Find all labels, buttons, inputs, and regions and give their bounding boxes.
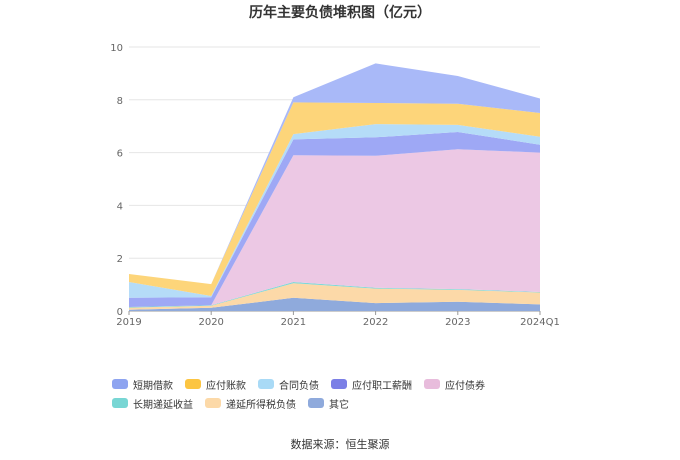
legend-label: 应付债券: [445, 380, 485, 392]
area-series-其它: [129, 297, 540, 311]
legend-swatch: [308, 398, 324, 408]
legend-item[interactable]: 应付债券: [424, 377, 485, 392]
legend-label: 应付职工薪酬: [352, 380, 412, 392]
legend-item[interactable]: 递延所得税负债: [205, 396, 296, 411]
legend-item[interactable]: 应付账款: [185, 377, 246, 392]
legend-item[interactable]: 合同负债: [258, 377, 319, 392]
legend-swatch: [112, 379, 128, 389]
y-tick-label: 10: [110, 43, 123, 54]
area-series-递延所得税负债: [129, 283, 540, 310]
x-tick-label: 2020: [198, 317, 223, 328]
x-tick-label: 2019: [116, 317, 141, 328]
x-tick-label: 2021: [281, 317, 306, 328]
area-series-应付职工薪酬: [129, 132, 540, 307]
legend-swatch: [205, 398, 221, 408]
y-tick-label: 2: [117, 254, 123, 265]
chart-title: 历年主要负债堆积图（亿元）: [249, 4, 431, 21]
legend-item[interactable]: 短期借款: [112, 377, 173, 392]
legend-label: 合同负债: [279, 380, 319, 392]
legend-item[interactable]: 长期递延收益: [112, 396, 193, 411]
legend-label: 递延所得税负债: [226, 399, 296, 411]
legend-label: 长期递延收益: [133, 399, 193, 411]
x-tick-label: 2022: [363, 317, 388, 328]
source-note: 数据来源：恒生聚源: [290, 438, 390, 451]
y-tick-label: 0: [117, 307, 123, 318]
x-tick-label: 2023: [445, 317, 470, 328]
y-tick-label: 8: [117, 96, 123, 107]
x-tick-label: 2024Q1: [520, 317, 560, 328]
legend-swatch: [185, 379, 201, 389]
legend-swatch: [112, 398, 128, 408]
y-tick-label: 6: [117, 149, 123, 160]
legend-label: 应付账款: [206, 380, 246, 392]
y-tick-label: 4: [117, 201, 123, 212]
area-series-应付债券: [129, 149, 540, 307]
legend-swatch: [331, 379, 347, 389]
area-series-应付账款: [129, 102, 540, 297]
legend-label: 短期借款: [133, 380, 173, 392]
legend-item[interactable]: 应付职工薪酬: [331, 377, 412, 392]
legend-swatch: [424, 379, 440, 389]
legend-item[interactable]: 其它: [308, 396, 349, 411]
legend-label: 其它: [329, 399, 349, 411]
legend-swatch: [258, 379, 274, 389]
legend: 短期借款 应付账款 合同负债 应付职工薪酬 应付债券长期递延收益 递延所得税负债 其它: [112, 377, 582, 411]
